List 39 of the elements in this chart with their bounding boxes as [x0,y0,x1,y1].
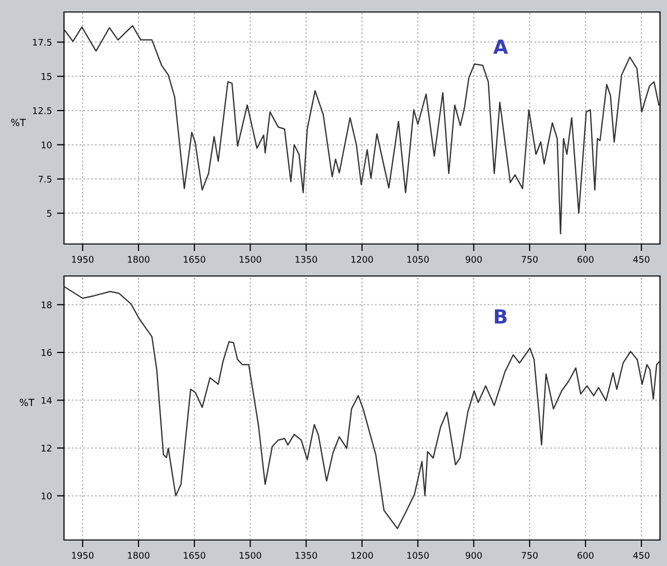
line-series [64,286,660,530]
line-series [64,25,660,234]
x-tick-label: 1500 [240,256,262,263]
x-tick-label: 1800 [128,552,150,559]
x-tick-label: 1650 [184,256,206,263]
y-tick-label: 15 [42,73,52,80]
x-tick-label: 750 [522,256,538,263]
x-tick-label: 1500 [240,552,262,559]
x-tick-label: 1800 [128,256,150,263]
x-tick-label: 1050 [407,256,429,263]
x-tick-label: 1350 [296,256,318,263]
y-tick-label: 12 [42,444,52,452]
y-tick-label: 16 [42,349,52,356]
y-tick-label: 12.5 [33,107,52,114]
y-tick-label: 10 [42,141,52,148]
annotation: A [493,40,508,54]
x-tick-label: 900 [466,552,482,559]
x-tick-label: 1200 [352,256,373,263]
x-tick-label: 450 [633,552,650,559]
x-tick-label: 1950 [72,256,94,263]
x-tick-label: 1650 [184,552,206,559]
y-tick-label: 10 [42,492,52,500]
x-tick-label: 600 [578,256,594,263]
y-tick-label: 17.5 [33,38,52,46]
x-tick-label: 1200 [352,552,373,559]
x-tick-label: 450 [633,256,650,263]
y-tick-label: 18 [42,301,52,308]
y-axis-title: %T [20,398,34,406]
x-tick-label: 1350 [296,552,318,559]
annotation: B [494,309,507,324]
y-tick-label: 5 [47,210,52,217]
x-tick-label: 900 [466,256,482,263]
x-tick-label: 1950 [72,552,94,559]
x-tick-label: 600 [578,552,594,559]
x-tick-label: 1050 [407,552,429,559]
y-tick-label: 14 [42,397,52,404]
x-tick-label: 750 [522,552,538,559]
y-axis-title: %T [11,118,26,126]
y-tick-label: 7.5 [38,176,52,183]
